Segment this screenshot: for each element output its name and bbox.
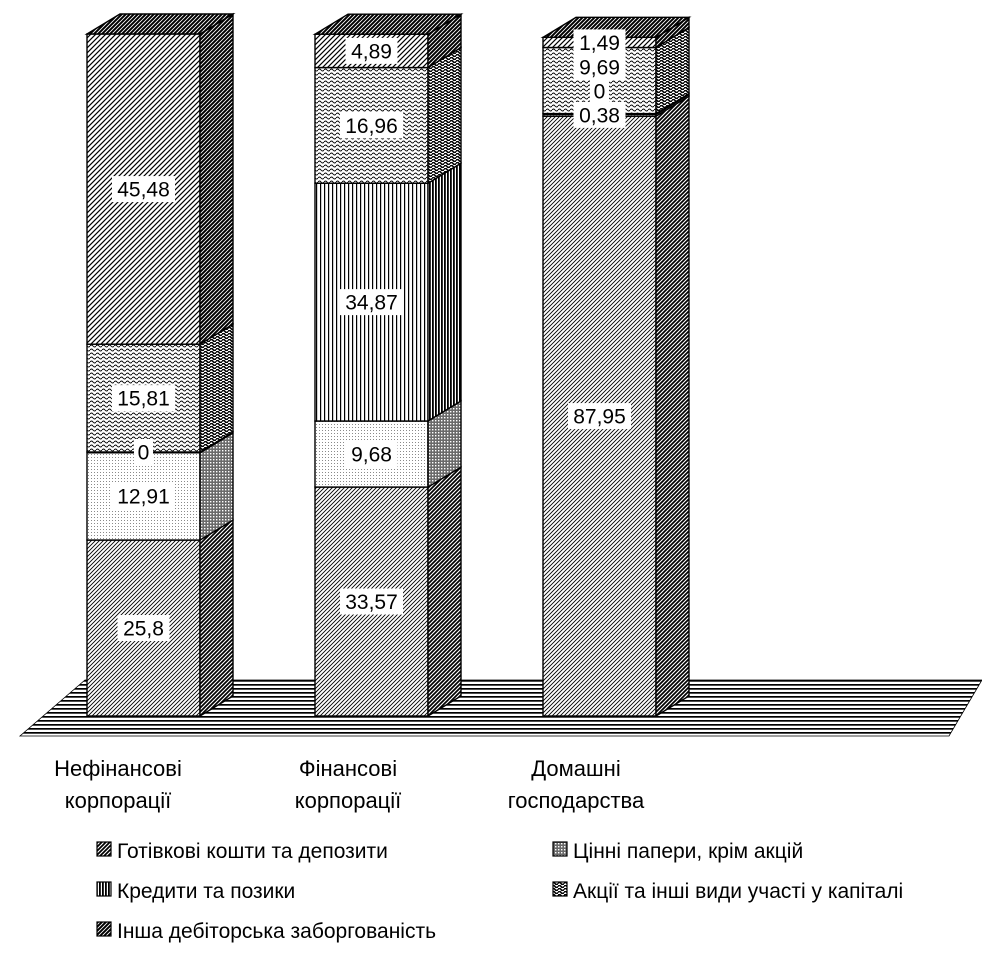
category-label: Фінансові корпорації [295, 756, 402, 813]
data-label-bg [340, 112, 403, 139]
bar-segment-side [199, 518, 234, 718]
data-label-bg [340, 289, 403, 316]
bar-top-face [84, 13, 236, 35]
data-label-group: 12,91 [112, 483, 175, 510]
legend-item-кредити-та-позики: Кредити та позики [96, 880, 295, 903]
data-label-group: 4,89 [345, 37, 398, 64]
data-label-bg [134, 438, 153, 465]
bar-segment-side [427, 161, 462, 423]
data-label: 15,81 [117, 388, 170, 411]
data-label-bg [590, 77, 609, 104]
data-label: 0 [138, 441, 150, 464]
data-label-bg [573, 53, 626, 80]
category-label-line: корпорації [65, 788, 172, 813]
legend-swatch [96, 921, 112, 937]
bar-segment-side [427, 465, 462, 718]
legend-swatch [96, 841, 112, 857]
data-label-group: 25,8 [117, 615, 170, 642]
bar-stack-1 [84, 12, 236, 718]
data-label-bg [573, 29, 626, 56]
data-label-group: 87,95 [568, 403, 631, 430]
category-label-line: Нефінансові [54, 756, 182, 781]
data-label-group: 0,38 [573, 101, 626, 128]
data-label-group: 1,49 [573, 29, 626, 56]
category-label: Нефінансові корпорації [54, 756, 182, 813]
category-label-line: корпорації [295, 788, 402, 813]
data-label: 25,8 [123, 618, 164, 641]
data-label-group: 33,57 [340, 588, 403, 615]
chart-floor [18, 679, 982, 737]
data-label-bg [573, 101, 626, 128]
data-label: 34,87 [345, 292, 398, 315]
data-label-group: 0 [134, 438, 153, 465]
data-label: 0,38 [579, 104, 620, 127]
bar-segment-side [199, 12, 234, 346]
bar-segment-side [199, 322, 234, 454]
legend-label: Цінні папери, крім акцій [573, 840, 803, 863]
data-label: 87,95 [573, 406, 626, 429]
category-label-line: Домашні [531, 756, 620, 781]
legend-label: Інша дебіторська заборгованість [117, 920, 436, 943]
legend-label: Готівкові кошти та депозити [117, 840, 388, 863]
data-label: 9,69 [579, 56, 620, 79]
data-label-bg [112, 176, 175, 203]
data-label: 9,68 [351, 444, 392, 467]
data-label: 45,48 [117, 179, 170, 202]
legend-item-акції-та-інші-види-участі-у-капіталі: Акції та інші види участі у капіталі [552, 880, 903, 903]
data-label: 16,96 [345, 115, 398, 138]
bar-segment-side [427, 46, 462, 185]
data-label-group: 16,96 [340, 112, 403, 139]
data-label-group: 34,87 [340, 289, 403, 316]
legend-swatch [552, 841, 568, 857]
legend-swatch [552, 881, 568, 897]
data-label-bg [568, 403, 631, 430]
data-label-group: 9,69 [573, 53, 626, 80]
data-label-bg [112, 385, 175, 412]
category-label: Домашні господарства [508, 756, 645, 813]
data-label: 33,57 [345, 591, 398, 614]
data-label: 12,91 [117, 486, 170, 509]
bar-top-face [312, 13, 464, 35]
data-label: 0 [594, 80, 606, 103]
legend-item-цінні-папери-крім-акцій: Цінні папери, крім акцій [552, 840, 803, 863]
legend-label: Кредити та позики [117, 880, 295, 903]
data-label-bg [340, 588, 403, 615]
data-label-bg [112, 483, 175, 510]
legend-label: Акції та інші види участі у капіталі [573, 880, 903, 903]
data-label-group: 15,81 [112, 385, 175, 412]
legend-item-готівкові-кошти-та-депозити: Готівкові кошти та депозити [96, 840, 388, 863]
legend-item-інша-дебіторська-заборгованість: Інша дебіторська заборгованість [96, 920, 436, 943]
data-label-bg [345, 37, 398, 64]
category-label-line: господарства [508, 788, 645, 813]
data-label: 4,89 [351, 40, 392, 63]
data-label-group: 0 [590, 77, 609, 104]
legend-swatch [96, 881, 112, 897]
data-label-bg [345, 441, 398, 468]
category-label-line: Фінансові [299, 756, 397, 781]
data-label-group: 45,48 [112, 176, 175, 203]
data-label-group: 9,68 [345, 441, 398, 468]
data-label: 1,49 [579, 32, 620, 55]
bar-segment-side [655, 94, 690, 718]
data-label-bg [117, 615, 170, 642]
